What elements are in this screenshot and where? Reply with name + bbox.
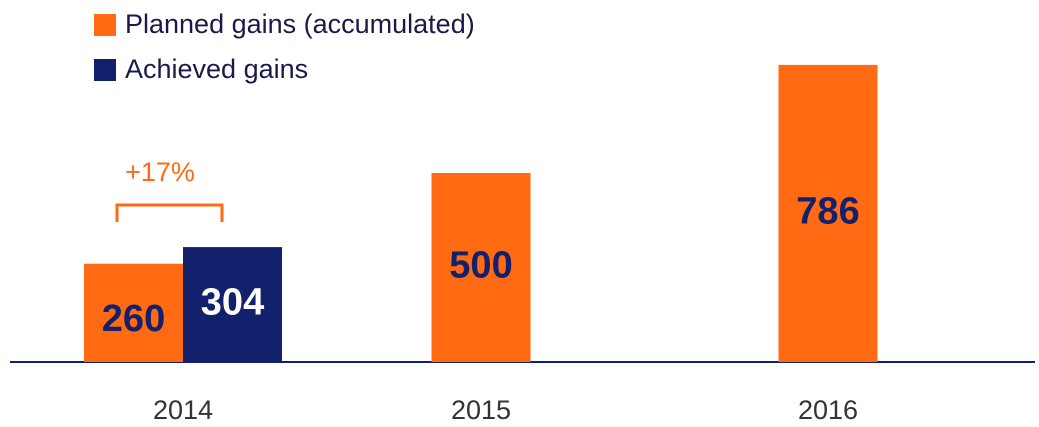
data-label: 304 [201, 282, 264, 324]
bar [183, 247, 282, 362]
legend-label: Planned gains (accumulated) [125, 9, 475, 39]
bar [778, 64, 878, 362]
legend-swatch [94, 59, 116, 81]
legend-swatch [94, 14, 116, 36]
x-tick-label: 2015 [451, 395, 511, 425]
data-label: 500 [449, 245, 512, 287]
x-tick-label: 2016 [798, 395, 858, 425]
data-label: 786 [796, 190, 859, 232]
data-label: 260 [102, 298, 165, 340]
annotation: +17% [125, 157, 195, 187]
bar [84, 263, 183, 362]
x-tick-label: 2014 [153, 395, 213, 425]
bracket [115, 203, 224, 222]
legend-label: Achieved gains [125, 54, 308, 84]
bar [431, 173, 531, 362]
